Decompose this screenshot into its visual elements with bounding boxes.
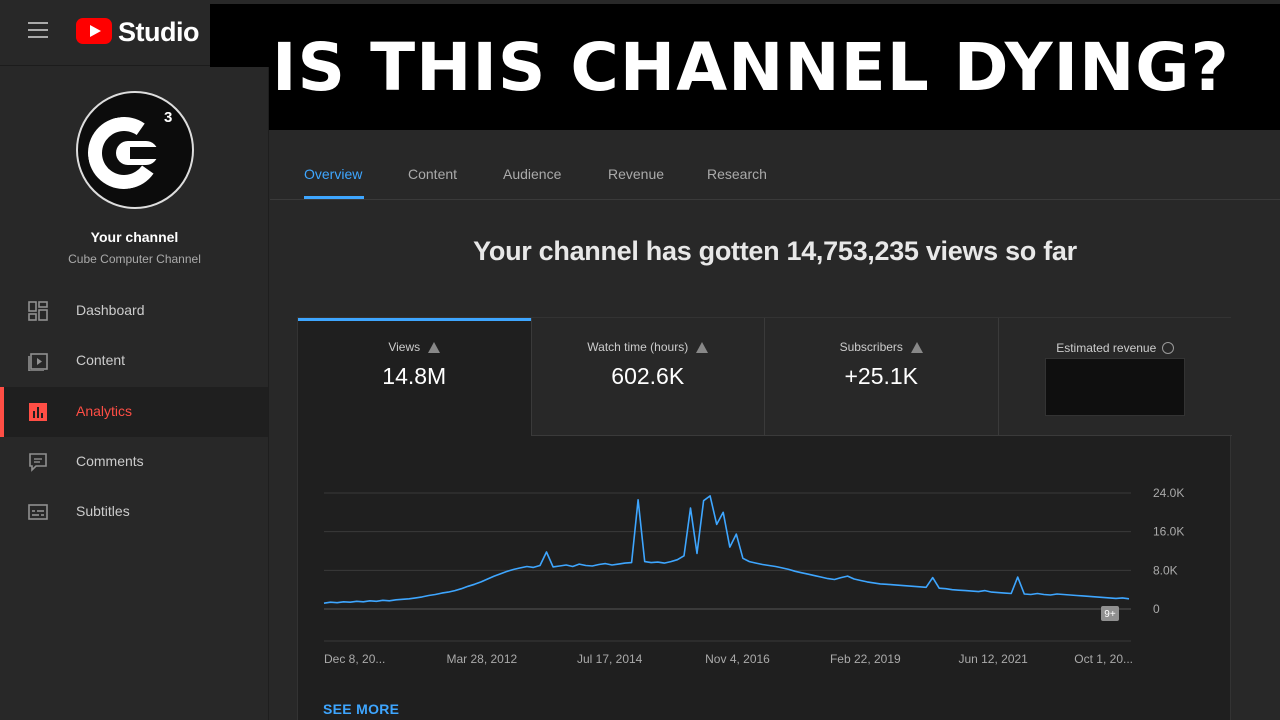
x-tick-label: Jun 12, 2021 [958,652,1028,666]
tab-overview[interactable]: Overview [304,166,363,182]
analytics-icon [28,402,48,422]
sidebar-item-dashboard[interactable]: Dashboard [0,286,268,336]
sidebar-item-label: Subtitles [76,503,130,519]
views-series-line [323,495,1130,604]
metric-label: Subscribers [839,340,903,354]
content-icon [28,351,48,372]
x-tick-label: Jul 17, 2014 [577,652,643,666]
see-more-link[interactable]: SEE MORE [323,701,400,717]
more-badge[interactable]: 9+ [1101,606,1119,621]
tab-revenue[interactable]: Revenue [608,166,665,182]
warning-icon[interactable] [696,342,709,353]
sidebar-item-comments[interactable]: Comments [0,437,268,487]
metric-views[interactable]: Views 14.8M [298,318,532,436]
banner-text: IS THIS CHANNEL DYING? [272,28,1230,106]
metric-label-row: Estimated revenue [999,340,1233,355]
sidebar-item-label: Content [76,352,126,368]
metric-watch-time[interactable]: Watch time (hours) 602.6K [531,318,765,436]
main-content: Overview Content Audience Revenue Resear… [270,130,1280,720]
y-tick-label: 16.0K [1153,525,1184,539]
metric-label: Views [388,340,421,354]
y-axis-ticks: 24.0K 16.0K 8.0K 0 [1153,486,1184,616]
analytics-tabs: Overview Content Audience Revenue Resear… [270,130,1280,200]
studio-label: Studio [118,17,199,47]
metric-estimated-revenue[interactable]: Estimated revenue [998,318,1233,436]
warning-icon[interactable] [428,342,441,353]
comments-icon [28,452,48,472]
sidebar: 3 Your channel Cube Computer Channel Das… [0,67,269,720]
chart-grid [324,492,1131,642]
metric-value: +25.1K [844,363,919,389]
title-banner: IS THIS CHANNEL DYING? [210,4,1280,130]
y-tick-label: 0 [1153,602,1160,616]
x-tick-label: Nov 4, 2016 [705,652,770,666]
sidebar-item-label: Dashboard [76,302,145,318]
avatar-superscript: 3 [164,109,173,126]
dashboard-icon [28,301,48,321]
y-tick-label: 24.0K [1153,486,1184,500]
page-headline: Your channel has gotten 14,753,235 views… [473,236,1077,266]
sidebar-item-content[interactable]: Content [0,336,268,386]
sidebar-item-subtitles[interactable]: Subtitles [0,487,268,537]
sidebar-item-label: Analytics [76,403,133,419]
x-tick-label: Mar 28, 2012 [446,652,517,666]
metric-subscribers[interactable]: Subscribers +25.1K [765,318,999,436]
metric-label-row: Watch time (hours) [532,340,765,354]
metric-label-row: Subscribers [765,340,998,354]
tab-research[interactable]: Research [707,166,767,182]
metric-value: 14.8M [382,363,447,389]
y-tick-label: 8.0K [1153,563,1178,577]
redacted-value [1044,358,1185,416]
tab-audience[interactable]: Audience [503,166,562,182]
tab-content[interactable]: Content [408,166,458,182]
avatar-logo-bar [116,141,166,165]
overview-card: Views 14.8M Watch time (hours) 602.6K Su… [297,317,1232,720]
subtitles-icon [28,502,48,522]
channel-title: Your channel [90,229,179,245]
metric-value: 602.6K [611,363,685,389]
x-tick-label: Dec 8, 20... [324,652,385,666]
active-tab-indicator [304,196,364,199]
metric-label-row: Views [298,340,531,354]
channel-name: Cube Computer Channel [68,252,201,266]
views-line-chart: 24.0K 16.0K 8.0K 0 Dec 8, 20... Mar 28, 2012… [323,486,1184,666]
youtube-logo-icon[interactable] [76,18,112,44]
x-tick-label: Oct 1, 20... [1074,652,1133,666]
warning-icon[interactable] [910,342,923,353]
metric-label: Estimated revenue [1056,341,1157,355]
channel-avatar[interactable]: 3 [76,91,194,209]
x-tick-label: Feb 22, 2019 [830,652,901,666]
sidebar-item-label: Comments [76,453,144,469]
clock-icon[interactable] [1162,342,1175,354]
metric-label: Watch time (hours) [587,340,689,354]
metric-tabs: Views 14.8M Watch time (hours) 602.6K Su… [298,318,1232,436]
x-axis-ticks: Dec 8, 20... Mar 28, 2012 Jul 17, 2014 Nov … [324,652,1133,666]
more-badge-label: 9+ [1104,609,1116,620]
menu-icon[interactable] [28,22,48,40]
sidebar-item-analytics[interactable]: Analytics [0,387,268,437]
